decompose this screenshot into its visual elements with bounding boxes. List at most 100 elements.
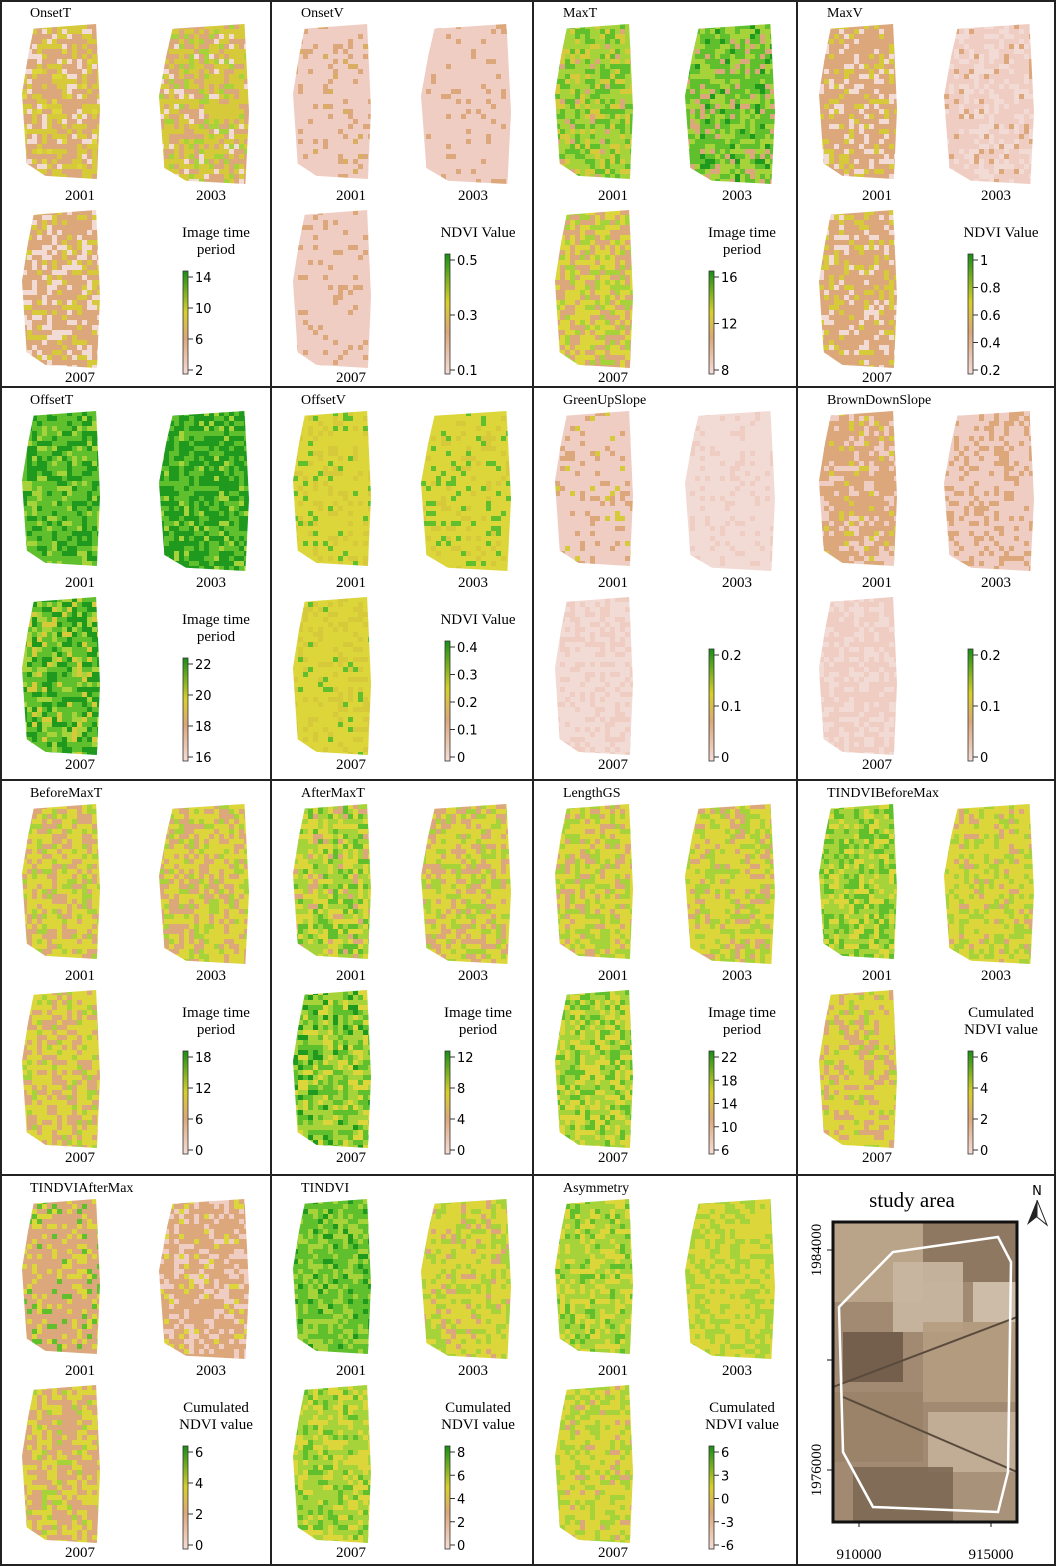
map-pixel xyxy=(57,109,63,115)
map-pixel xyxy=(37,225,43,231)
map-pixel xyxy=(725,114,731,120)
map-pixel xyxy=(37,169,43,175)
map-pixel xyxy=(308,119,314,125)
map-pixel xyxy=(501,84,507,90)
map-pixel xyxy=(358,149,364,155)
map-pixel xyxy=(159,39,165,45)
map-pixel xyxy=(630,215,636,221)
map-pixel xyxy=(224,64,230,70)
map-pixel xyxy=(685,34,691,40)
map-pixel xyxy=(501,79,507,85)
map-pixel xyxy=(82,235,88,241)
map-pixel xyxy=(695,34,701,40)
map-pixel xyxy=(82,74,88,80)
map-pixel xyxy=(358,154,364,160)
map-pixel xyxy=(705,134,711,140)
map-pixel xyxy=(436,94,442,100)
map-pixel xyxy=(595,295,601,301)
map-pixel xyxy=(496,169,502,175)
map-pixel xyxy=(92,59,98,65)
map-pixel xyxy=(750,64,756,70)
map-pixel xyxy=(72,79,78,85)
map-pixel xyxy=(625,310,631,316)
map-pixel xyxy=(239,79,245,85)
map-pixel xyxy=(77,330,83,336)
map-pixel xyxy=(735,149,741,155)
map-pixel xyxy=(199,99,205,105)
map-pixel xyxy=(229,44,235,50)
map-pixel xyxy=(496,79,502,85)
map-pixel xyxy=(625,230,631,236)
map-pixel xyxy=(224,139,230,145)
map-pixel xyxy=(77,225,83,231)
map-pixel xyxy=(234,164,240,170)
map-pixel xyxy=(338,94,344,100)
map-pixel xyxy=(92,310,98,316)
map-pixel xyxy=(72,350,78,356)
map-pixel xyxy=(605,34,611,40)
map-pixel xyxy=(62,280,68,286)
map-pixel xyxy=(303,129,309,135)
map-pixel xyxy=(77,69,83,75)
map-pixel xyxy=(436,59,442,65)
map-pixel xyxy=(625,270,631,276)
map-pixel xyxy=(560,325,566,331)
map-pixel xyxy=(590,350,596,356)
map-pixel xyxy=(610,220,616,226)
map-pixel xyxy=(22,129,28,135)
map-pixel xyxy=(844,44,850,50)
map-pixel xyxy=(685,114,691,120)
map-pixel xyxy=(755,164,761,170)
map-pixel xyxy=(308,355,314,361)
map-pixel xyxy=(441,129,447,135)
map-pixel xyxy=(27,290,33,296)
map-pixel xyxy=(735,179,741,185)
map-pixel xyxy=(214,49,220,55)
map-pixel xyxy=(690,49,696,55)
map-pixel xyxy=(575,335,581,341)
map-pixel xyxy=(600,109,606,115)
map-pixel xyxy=(715,84,721,90)
map-pixel xyxy=(496,54,502,60)
map-pixel xyxy=(343,360,349,366)
map-pixel xyxy=(184,24,190,30)
map-pixel xyxy=(615,124,621,130)
map-pixel xyxy=(605,245,611,251)
map-pixel xyxy=(323,49,329,55)
map-pixel xyxy=(481,79,487,85)
map-pixel xyxy=(62,230,68,236)
map-pixel xyxy=(348,129,354,135)
map-pixel xyxy=(750,84,756,90)
map-pixel xyxy=(610,335,616,341)
map-pixel xyxy=(745,94,751,100)
map-pixel xyxy=(615,79,621,85)
map-pixel xyxy=(580,265,586,271)
map-pixel xyxy=(496,59,502,65)
map-pixel xyxy=(174,104,180,110)
map-pixel xyxy=(461,84,467,90)
map-pixel xyxy=(368,305,374,311)
map-pixel xyxy=(42,129,48,135)
map-pixel xyxy=(590,250,596,256)
map-pixel xyxy=(323,270,329,276)
map-pixel xyxy=(585,44,591,50)
map-pixel xyxy=(244,49,250,55)
map-pixel xyxy=(555,54,561,60)
map-pixel xyxy=(313,365,319,371)
map-pixel xyxy=(303,210,309,216)
map-pixel xyxy=(82,255,88,261)
map-pixel xyxy=(37,29,43,35)
map-pixel xyxy=(481,59,487,65)
map-pixel xyxy=(328,44,334,50)
map-pixel xyxy=(164,119,170,125)
map-pixel xyxy=(298,59,304,65)
map-pixel xyxy=(506,79,512,85)
map-pixel xyxy=(590,240,596,246)
map-pixel xyxy=(42,144,48,150)
map-pixel xyxy=(343,49,349,55)
map-pixel xyxy=(555,365,561,371)
map-pixel xyxy=(501,74,507,80)
map-pixel xyxy=(328,215,334,221)
map-pixel xyxy=(864,44,870,50)
map-pixel xyxy=(710,139,716,145)
